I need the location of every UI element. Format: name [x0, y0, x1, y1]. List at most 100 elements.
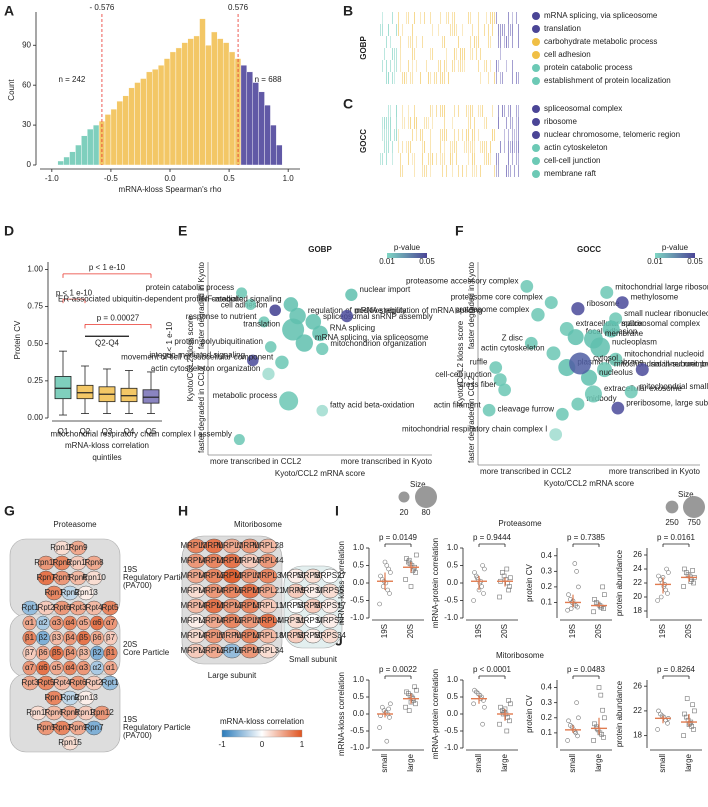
heatmap-stripe [512, 72, 513, 84]
x-tick-label: Q1 [58, 427, 69, 436]
heatmap-stripe [428, 117, 429, 129]
heatmap-stripe [476, 48, 477, 60]
subunit-label: MRPS34 [314, 631, 347, 640]
bubble [569, 352, 592, 375]
heatmap-stripe [424, 12, 425, 24]
axis-note: faster degraded in CCL2 [467, 375, 476, 463]
heatmap-stripe [452, 60, 453, 72]
region-label: 19S [123, 565, 137, 574]
point [472, 570, 477, 575]
heatmap-stripe [472, 165, 473, 177]
x-tick-label: small [474, 754, 483, 773]
y-axis-title: mRNA-kloss correlation [337, 672, 346, 756]
subunit-label: MRPL28 [252, 541, 284, 550]
colorbar-title: mRNA-kloss correlation [220, 717, 304, 726]
heatmap-stripe [442, 165, 443, 177]
axis-note: faster degraded in Kyoto [197, 261, 206, 349]
legend-dot [532, 25, 540, 33]
bubble [571, 302, 585, 316]
y-tick-label: 18 [633, 606, 642, 615]
point [508, 575, 513, 581]
x-tick-label: Q2 [80, 427, 91, 436]
point [482, 566, 487, 572]
point [379, 704, 385, 710]
heatmap-stripe [400, 36, 401, 48]
heatmap-stripe [508, 141, 509, 153]
heatmap-stripe [442, 129, 443, 141]
heatmap-stripe [430, 105, 431, 117]
heatmap-stripe [432, 105, 433, 117]
heatmap-stripe [516, 105, 517, 117]
bar [270, 124, 277, 166]
bubble [493, 373, 507, 387]
y-axis-title: mRNA-protein correlation [431, 669, 440, 759]
y-tick-label: 1.00 [27, 265, 43, 274]
bubble-label: nucleoplasm [612, 337, 657, 346]
legend-label: spliceosomal complex [544, 104, 622, 113]
colorbar-tick: 0 [260, 740, 265, 749]
bubble-label: mitochondrion organization [330, 339, 426, 348]
heatmap-stripe [412, 24, 413, 36]
bar [163, 58, 171, 166]
heatmap-stripe [382, 153, 383, 165]
x-tick-label: small [658, 754, 667, 773]
subunit-label: MRPL55 [216, 586, 248, 595]
subunit-label: α3 [52, 618, 62, 627]
point [567, 723, 573, 728]
y-axis-title: mRNA-protein correlation [431, 538, 440, 628]
point [408, 584, 414, 589]
subunit-label: MRPL53 [198, 631, 230, 640]
heatmap-stripe [514, 141, 515, 153]
bubble-label: membrane [605, 329, 644, 338]
heatmap-stripe [414, 105, 415, 117]
p-value: p < 0.0001 [473, 665, 512, 674]
point [592, 597, 597, 602]
heatmap-stripe [458, 105, 459, 117]
legend-dot [532, 131, 540, 139]
bar [205, 45, 212, 166]
subunit-label: β6 [92, 633, 102, 642]
bubble-label: preribosome, large subunit precursor [626, 398, 708, 407]
heatmap-stripe [386, 72, 387, 84]
heatmap-stripe [472, 129, 473, 141]
heatmap-stripe [512, 12, 513, 24]
point [666, 570, 671, 575]
heatmap-stripe [468, 117, 469, 129]
heatmap-stripe [470, 105, 471, 117]
bubble [531, 308, 545, 322]
subunit-label: MRPL15 [216, 556, 248, 565]
point [681, 584, 686, 589]
point [655, 727, 660, 732]
legend-bubble [415, 486, 437, 508]
heatmap-stripe [412, 153, 413, 165]
y-tick-label: 0.75 [27, 302, 43, 311]
point [658, 594, 664, 600]
heatmap-stripe [414, 165, 415, 177]
bubble-label: ER-associated ubiquitin-dependent protei… [58, 295, 243, 304]
bar [199, 18, 206, 166]
heatmap-stripe [480, 105, 481, 117]
heatmap-stripe [454, 105, 455, 117]
region-label: (PA700) [123, 731, 152, 740]
y-tick-label: -1.0 [350, 613, 364, 622]
heatmap-stripe [388, 24, 389, 36]
y-tick-label: 0.1 [541, 598, 553, 607]
heatmap-stripe [504, 36, 505, 48]
subunit [258, 583, 278, 599]
subunit-label: MRPL50 [216, 646, 248, 655]
bubble [567, 329, 584, 346]
heatmap-stripe [394, 60, 395, 72]
annotation: p < 1 e-10 [89, 263, 126, 272]
y-tick-label: 0.5 [447, 692, 459, 701]
subunit-label: MRPL43 [180, 586, 212, 595]
bar [181, 42, 188, 166]
point [568, 606, 574, 611]
heatmap-stripe [480, 72, 481, 84]
subunit-label: MRPL16 [234, 586, 266, 595]
heatmap-stripe [464, 141, 465, 153]
heatmap-stripe [380, 153, 381, 165]
bar [128, 87, 135, 166]
legend-label: ribosome [544, 117, 577, 126]
heatmap-stripe [456, 153, 457, 165]
